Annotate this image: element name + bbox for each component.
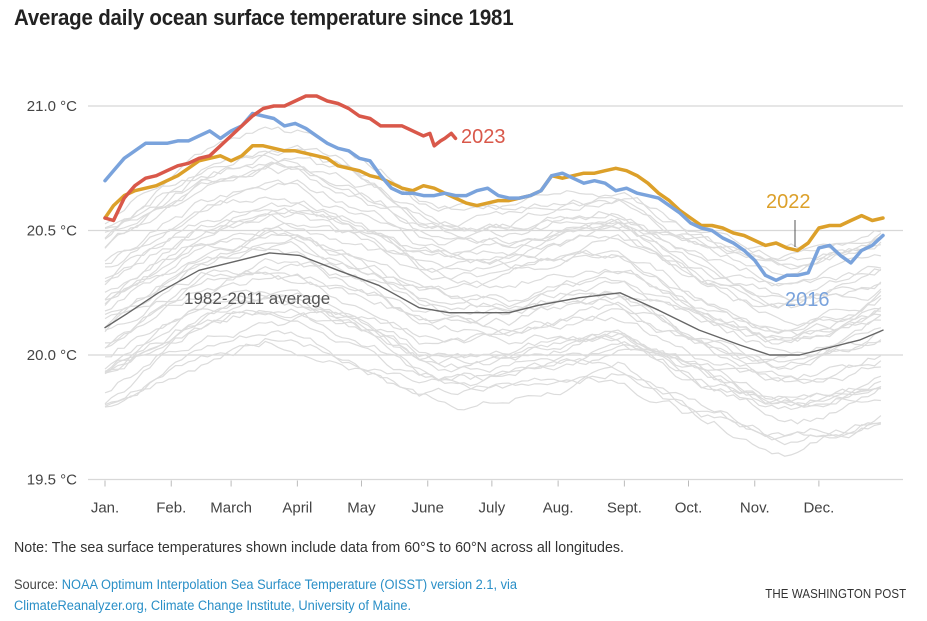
y-tick-label: 21.0 °C bbox=[27, 98, 77, 115]
x-tick-label: Nov. bbox=[740, 500, 770, 517]
other-year-line bbox=[104, 200, 882, 309]
y-tick-label: 20.0 °C bbox=[27, 347, 77, 364]
highlighted-series bbox=[103, 94, 885, 356]
line-chart: 21.0 °C 20.5 °C 20.0 °C 19.5 °C Jan. Feb. Mar… bbox=[27, 94, 903, 517]
series-line-2022 bbox=[103, 144, 885, 253]
other-year-line bbox=[104, 179, 882, 302]
x-tick-label: March bbox=[210, 500, 252, 517]
other-year-line bbox=[104, 235, 881, 343]
other-year-line bbox=[104, 246, 882, 369]
other-year-line bbox=[104, 211, 882, 308]
other-year-line bbox=[104, 222, 882, 332]
series-line-2023 bbox=[103, 94, 458, 223]
chart-note: Note: The sea surface temperatures shown… bbox=[14, 539, 624, 556]
other-year-line bbox=[104, 209, 882, 309]
other-year-line bbox=[104, 240, 881, 354]
other-year-line bbox=[104, 330, 882, 457]
series-line-1982-2011-average bbox=[104, 252, 884, 356]
other-year-line bbox=[104, 165, 882, 287]
other-year-line bbox=[104, 274, 882, 383]
other-year-line bbox=[104, 309, 882, 425]
x-tick-label: Dec. bbox=[803, 500, 834, 517]
x-tick-label: July bbox=[479, 500, 506, 517]
other-year-line bbox=[104, 226, 881, 336]
x-tick-label: Sept. bbox=[607, 500, 642, 517]
label-2022: 2022 bbox=[766, 191, 811, 213]
other-year-line bbox=[104, 289, 882, 404]
other-year-line bbox=[104, 144, 882, 260]
x-tick-label: April bbox=[282, 500, 312, 517]
label-2016: 2016 bbox=[785, 289, 830, 311]
other-year-line bbox=[104, 126, 882, 270]
other-year-line bbox=[104, 157, 882, 276]
x-tick-label: Feb. bbox=[156, 500, 186, 517]
chart-title: Average daily ocean surface temperature … bbox=[14, 5, 514, 30]
other-year-line bbox=[104, 308, 881, 408]
source-link-noaa[interactable]: NOAA Optimum Interpolation Sea Surface T… bbox=[61, 577, 518, 592]
y-tick-label: 20.5 °C bbox=[27, 223, 77, 240]
label-average: 1982-2011 average bbox=[184, 289, 330, 308]
other-year-line bbox=[104, 271, 882, 371]
x-axis: Jan. Feb. March April May June July Aug. Sept. Oc… bbox=[91, 480, 834, 517]
series-line-2016 bbox=[103, 111, 885, 283]
source-link-climate-reanalyzer[interactable]: ClimateReanalyzer.org, Climate Change In… bbox=[14, 598, 412, 613]
x-tick-label: Aug. bbox=[543, 500, 574, 517]
other-year-line bbox=[104, 289, 882, 402]
other-year-line bbox=[104, 230, 882, 341]
x-tick-label: Jan. bbox=[91, 500, 119, 517]
x-tick-label: May bbox=[347, 500, 376, 517]
x-tick-label: June bbox=[411, 500, 444, 517]
source-note: Source: NOAA Optimum Interpolation Sea S… bbox=[14, 574, 622, 616]
other-year-line bbox=[104, 294, 882, 411]
y-axis: 21.0 °C 20.5 °C 20.0 °C 19.5 °C bbox=[27, 98, 77, 489]
other-year-line bbox=[104, 207, 882, 335]
other-year-line bbox=[104, 269, 882, 380]
other-year-line bbox=[104, 337, 882, 441]
annotations: 2023 2022 2016 1982-2011 average bbox=[184, 126, 830, 311]
other-year-line bbox=[104, 320, 881, 439]
source-prefix: Source: bbox=[14, 577, 62, 592]
x-tick-label: Oct. bbox=[675, 500, 703, 517]
other-years-lines bbox=[104, 126, 882, 457]
y-tick-label: 19.5 °C bbox=[27, 472, 77, 489]
other-year-line bbox=[104, 213, 882, 345]
publisher-credit: THE WASHINGTON POST bbox=[764, 587, 906, 601]
other-year-line bbox=[104, 309, 881, 408]
other-year-line bbox=[104, 179, 882, 327]
other-year-line bbox=[104, 196, 882, 303]
label-2023: 2023 bbox=[461, 126, 506, 148]
